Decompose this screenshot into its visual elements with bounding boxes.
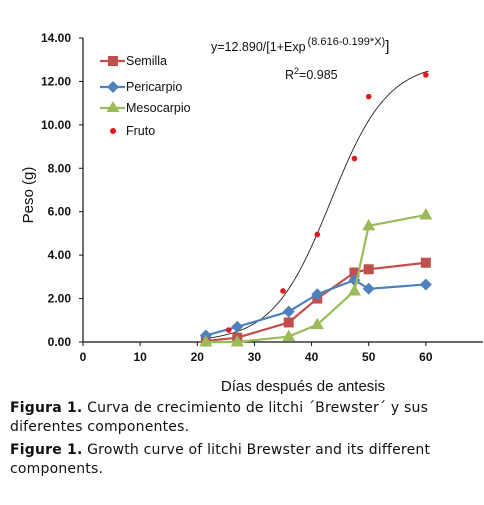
data-point-pericarpio	[311, 288, 324, 301]
y-tick-label: 8.00	[48, 161, 72, 175]
data-point-semilla	[349, 267, 360, 278]
data-point-fruto	[365, 93, 372, 100]
data-point-semilla	[283, 317, 294, 328]
data-point-mesocarpio	[310, 317, 324, 330]
fit-equation: y=12.890/[1+Exp (8.616-0.199*X)] R2=0.985	[211, 36, 389, 82]
data-point-fruto	[280, 288, 286, 294]
legend-item-mesocarpio: Mesocarpio	[100, 101, 191, 115]
series-mesocarpio	[199, 207, 433, 347]
x-axis-label: Días después de antesis	[221, 378, 385, 395]
series-semilla	[200, 257, 431, 346]
y-tick-label: 2.00	[48, 292, 72, 306]
legend-label-mesocarpio: Mesocarpio	[126, 101, 191, 115]
axes: 0.00 2.00 4.00 6.00 8.00 10.00 12.00 14.00 0 10 20…	[41, 31, 483, 364]
y-axis-label: Peso (g)	[20, 167, 37, 224]
growth-curve-chart: 0.00 2.00 4.00 6.00 8.00 10.00 12.00 14.00 0 10 20…	[20, 31, 483, 395]
caption-english: Figure 1. Growth curve of litchi Brewste…	[10, 441, 476, 479]
data-point-mesocarpio	[199, 335, 213, 347]
legend-item-semilla: Semilla	[100, 54, 167, 68]
r2-prefix: R	[285, 68, 294, 82]
legend-label-fruto: Fruto	[126, 124, 155, 138]
x-tick-label: 20	[191, 350, 205, 364]
x-tick-label: 60	[419, 350, 433, 364]
y-tick-label: 14.00	[41, 31, 71, 45]
y-tick-label: 10.00	[41, 118, 71, 132]
diamond-marker-icon	[107, 81, 119, 93]
y-tick-label: 6.00	[48, 205, 72, 219]
x-tick-label: 0	[80, 350, 87, 364]
data-point-fruto	[225, 327, 232, 333]
data-point-mesocarpio	[347, 283, 361, 296]
caption-spanish: Figura 1. Curva de crecimiento de litchi…	[10, 399, 476, 437]
data-point-pericarpio	[419, 278, 432, 291]
svg-text:R2=0.985: R2=0.985	[285, 66, 338, 82]
svg-text:y=12.890/[1+Exp(8.616-0.199*X): y=12.890/[1+Exp (8.616-0.199*X)]	[211, 36, 389, 55]
x-tick-label: 50	[362, 350, 376, 364]
data-point-fruto	[314, 231, 321, 238]
legend-item-pericarpio: Pericarpio	[100, 80, 182, 94]
legend-item-fruto: Fruto	[110, 124, 155, 138]
caption-spanish-lead: Figura 1.	[10, 400, 83, 416]
caption-spanish-text: Curva de crecimiento de litchi ´Brewster…	[10, 400, 429, 435]
y-tick-label: 4.00	[48, 248, 72, 262]
series-layer	[199, 72, 433, 347]
square-marker-icon	[108, 56, 118, 66]
x-tick-label: 40	[305, 350, 319, 364]
caption-english-text: Growth curve of litchi Brewster and its …	[10, 442, 431, 477]
r2-superscript: 2	[294, 66, 299, 76]
data-point-mesocarpio	[362, 218, 376, 231]
data-point-mesocarpio	[230, 335, 244, 347]
x-tick-label: 10	[133, 350, 147, 364]
data-point-pericarpio	[231, 320, 244, 333]
legend-label-pericarpio: Pericarpio	[126, 80, 182, 94]
data-point-fruto	[351, 155, 358, 162]
y-tick-label: 12.00	[41, 74, 71, 88]
data-point-mesocarpio	[282, 329, 296, 342]
series-fruto	[225, 72, 429, 333]
legend: Semilla Pericarpio Mesocarpio Fruto	[100, 54, 191, 138]
y-tick-label: 0.00	[48, 335, 72, 349]
data-point-pericarpio	[362, 282, 375, 295]
legend-label-semilla: Semilla	[126, 54, 167, 68]
series-pericarpio	[199, 274, 432, 342]
data-point-fruto	[423, 72, 429, 78]
equation-suffix: ]	[385, 38, 389, 55]
equation-prefix: y=12.890/[1+Exp	[211, 40, 306, 54]
r2-value: =0.985	[299, 68, 338, 82]
triangle-marker-icon	[106, 101, 120, 112]
equation-exponent: (8.616-0.199*X)	[308, 36, 386, 48]
data-point-pericarpio	[282, 305, 295, 318]
caption-english-lead: Figure 1.	[10, 442, 83, 458]
dot-marker-icon	[110, 128, 116, 134]
data-point-mesocarpio	[419, 207, 433, 220]
data-point-semilla	[363, 264, 374, 275]
data-point-semilla	[420, 257, 431, 268]
x-tick-label: 30	[248, 350, 262, 364]
